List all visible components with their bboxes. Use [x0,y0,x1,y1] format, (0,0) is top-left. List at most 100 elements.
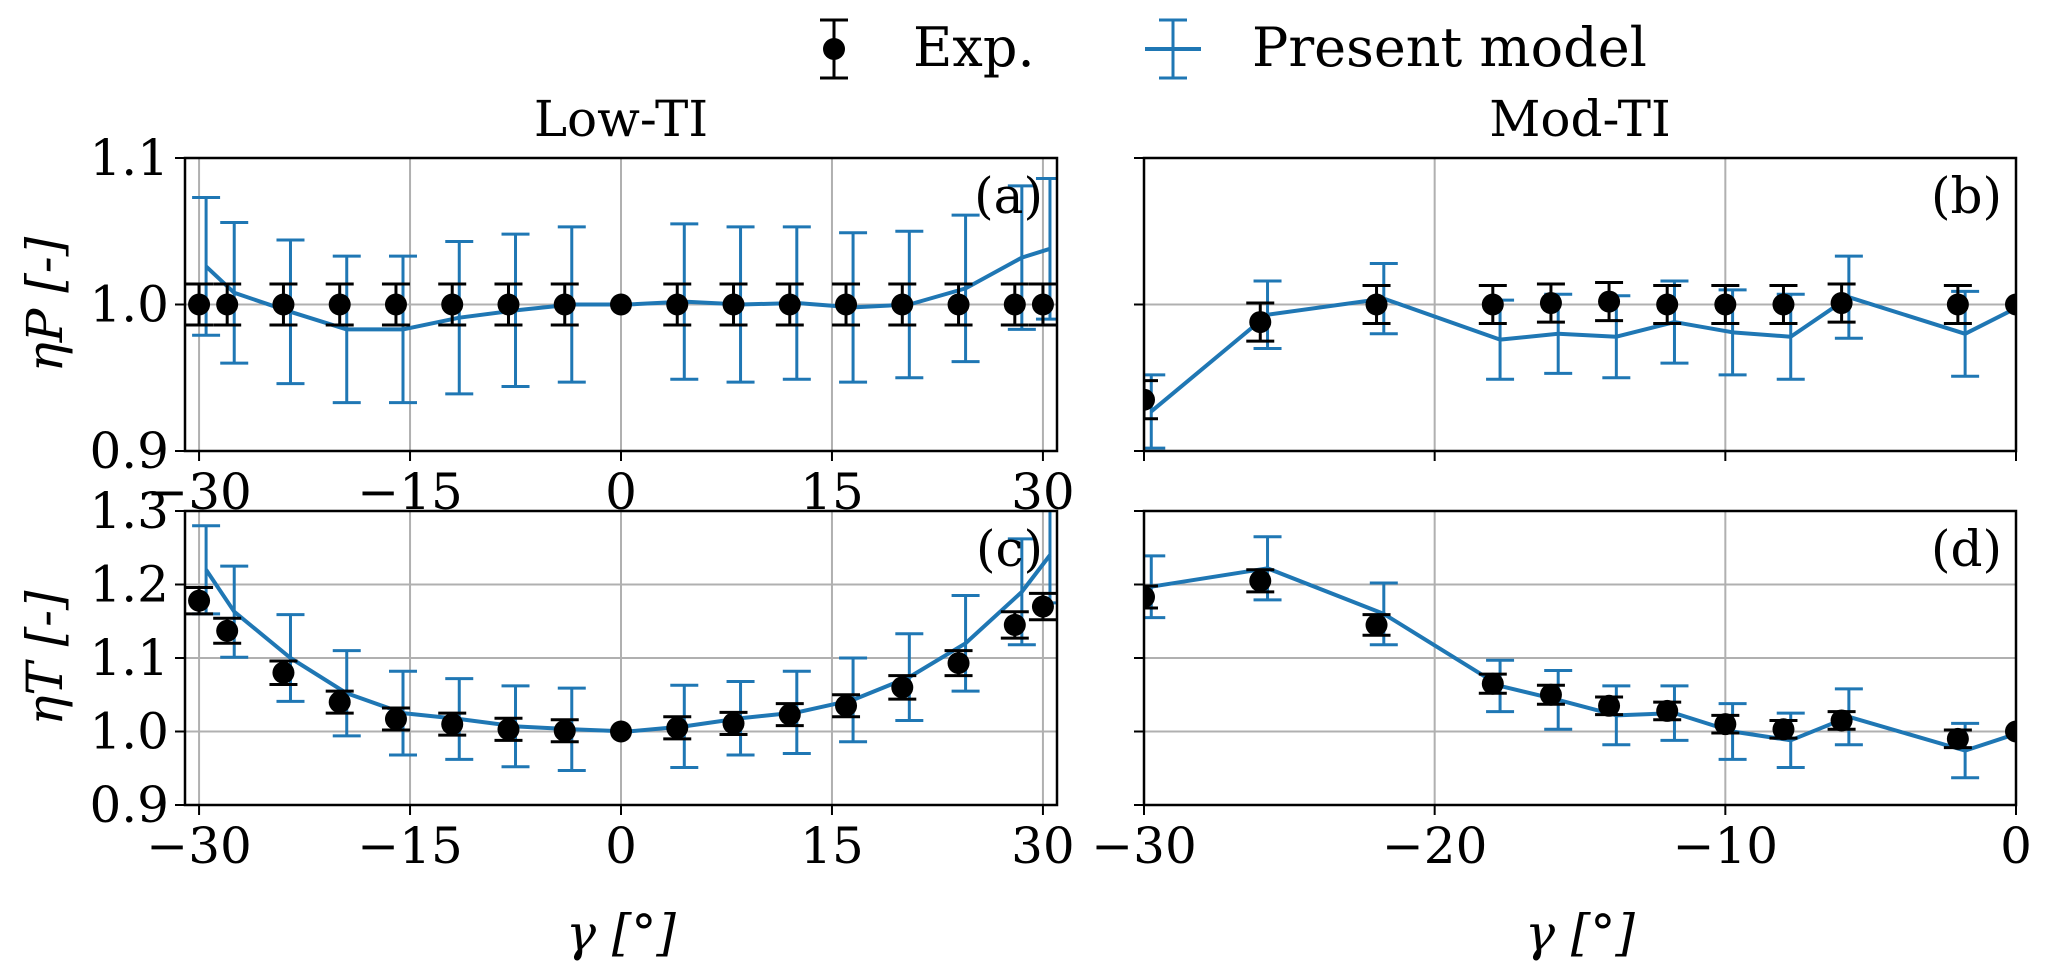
plot-area-d [1144,535,2016,780]
y-tick-label: 1.0 [89,276,169,334]
y-tick-label: 1.1 [89,629,169,687]
x-tick-label: −10 [1673,817,1779,875]
model-line [1150,566,2016,753]
exp-point [1031,595,1054,618]
exp-point [1946,727,1969,750]
exp-point [610,293,632,316]
exp-point [666,716,689,739]
exp-point [947,652,970,675]
x-tick-label: −15 [357,817,463,875]
axes-frame [1142,156,2018,453]
exp-point [441,713,464,736]
exp-point [1365,613,1388,636]
exp-point [384,293,407,316]
x-tick-label: −30 [1091,817,1197,875]
exp-point [778,703,801,726]
exp-point [1003,293,1026,316]
axes-frame [183,509,1059,807]
plot-area-a [185,177,1057,405]
axes-frame [1142,509,2018,807]
column-title: Mod-TI [1489,90,1671,148]
exp-point [1656,699,1679,722]
exp-point [1144,388,1155,411]
exp-point [272,661,295,684]
exp-point [1249,569,1272,592]
exp-point [1598,694,1621,717]
legend-model-marker [1145,18,1201,80]
axes-frame [183,156,1059,453]
y-tick-label: 1.1 [89,129,169,187]
exp-point [1714,713,1737,736]
x-axis-label: γ [°] [566,904,676,962]
exp-point [1539,292,1562,315]
exp-point [1481,672,1504,695]
exp-point [216,293,239,316]
exp-point [497,718,520,741]
exp-point [1830,709,1853,732]
exp-point [553,293,576,316]
exp-point [2005,720,2016,743]
x-tick-label: 30 [1011,817,1075,875]
exp-point [441,293,464,316]
model-line [204,246,1051,332]
x-tick-label: −20 [1382,817,1488,875]
exp-point [1144,585,1155,608]
exp-point [666,293,689,316]
y-axis-label: ηP [-] [16,236,74,372]
x-axis-label: γ [°] [1525,904,1635,962]
panel-label: (a) [974,167,1043,225]
x-tick-label: 15 [800,817,864,875]
exp-point [1772,718,1795,741]
exp-point [610,720,632,743]
y-axis-label: ηT [-] [16,590,74,726]
legend-exp-dot [823,38,845,60]
exp-point [1830,292,1853,315]
legend-model-label: Present model [1252,16,1647,79]
exp-point [1772,293,1795,316]
exp-point [835,293,858,316]
legend-exp-marker [820,18,848,80]
panel-label: (c) [976,520,1043,578]
panel-d: −30 −20 −10 0 (d) γ [°] [1091,509,2032,962]
exp-point [778,293,801,316]
exp-point [2005,293,2016,316]
exp-point [328,691,351,714]
y-tick-label: 1.0 [89,703,169,761]
panels: −30 −15 0 15 30 0.9 1.0 1.1 (a) Low-TI ηP [-] (b) Mo… [16,90,2032,962]
panel-label: (d) [1931,520,2002,578]
exp-point [188,293,211,316]
exp-point [384,708,407,731]
panel-c: −30 −15 0 15 30 0.9 1.0 1.1 1.2 1.3 (c) γ [°] ηT [-] [16,482,1075,962]
exp-point [1598,290,1621,313]
y-tick-label: 0.9 [89,422,169,480]
model-line [1149,295,2016,413]
exp-point [891,293,914,316]
exp-point [1714,293,1737,316]
exp-point [1539,683,1562,706]
exp-point [1481,293,1504,316]
exp-point [328,293,351,316]
exp-point [497,293,520,316]
x-tick-label: 0 [605,817,637,875]
plot-area-c [185,511,1057,772]
legend: Exp. Present model [820,16,1647,80]
exp-point [1365,293,1388,316]
y-tick-label: 0.9 [89,776,169,834]
y-tick-label: 1.2 [89,556,169,614]
exp-point [835,694,858,717]
exp-point [553,719,576,742]
exp-point [272,293,295,316]
exp-point [947,293,970,316]
exp-point [891,676,914,699]
exp-point [1656,293,1679,316]
panel-label: (b) [1931,167,2002,225]
exp-point [1249,311,1272,334]
exp-point [1003,613,1026,636]
exp-point [216,619,239,642]
exp-point [1031,293,1054,316]
exp-point [722,712,745,735]
column-title: Low-TI [534,90,708,148]
panel-b: (b) Mod-TI [1134,90,2018,461]
